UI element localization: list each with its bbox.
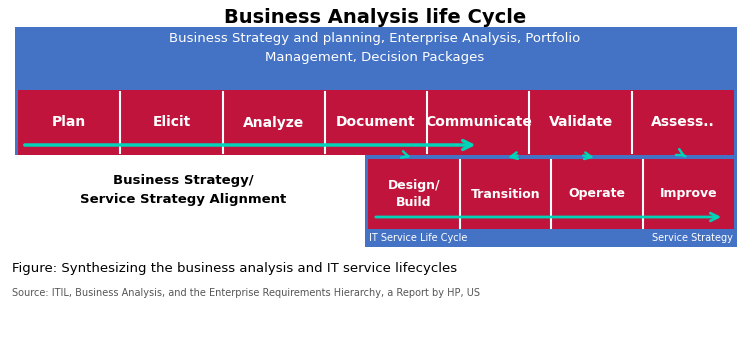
FancyBboxPatch shape xyxy=(365,155,737,247)
Text: Business Strategy and planning, Enterprise Analysis, Portfolio
Management, Decis: Business Strategy and planning, Enterpri… xyxy=(170,32,580,64)
Text: Communicate: Communicate xyxy=(424,116,532,130)
Text: Document: Document xyxy=(336,116,416,130)
FancyBboxPatch shape xyxy=(18,90,734,155)
Text: Assess..: Assess.. xyxy=(651,116,715,130)
Text: Design/
Build: Design/ Build xyxy=(388,180,440,209)
Text: Operate: Operate xyxy=(568,188,626,201)
Text: Analyze: Analyze xyxy=(243,116,304,130)
Text: Service Strategy: Service Strategy xyxy=(652,233,733,243)
Text: Improve: Improve xyxy=(659,188,717,201)
Text: Business Analysis life Cycle: Business Analysis life Cycle xyxy=(224,8,526,27)
Text: IT Service Life Cycle: IT Service Life Cycle xyxy=(369,233,467,243)
Text: Source: ITIL, Business Analysis, and the Enterprise Requirements Hierarchy, a Re: Source: ITIL, Business Analysis, and the… xyxy=(12,288,480,298)
Text: Plan: Plan xyxy=(52,116,86,130)
Text: Elicit: Elicit xyxy=(152,116,190,130)
FancyBboxPatch shape xyxy=(368,159,734,229)
Text: Business Strategy/
Service Strategy Alignment: Business Strategy/ Service Strategy Alig… xyxy=(80,174,286,206)
Text: Figure: Synthesizing the business analysis and IT service lifecycles: Figure: Synthesizing the business analys… xyxy=(12,262,457,275)
Text: Transition: Transition xyxy=(470,188,540,201)
FancyBboxPatch shape xyxy=(15,27,737,155)
Text: Validate: Validate xyxy=(548,116,613,130)
